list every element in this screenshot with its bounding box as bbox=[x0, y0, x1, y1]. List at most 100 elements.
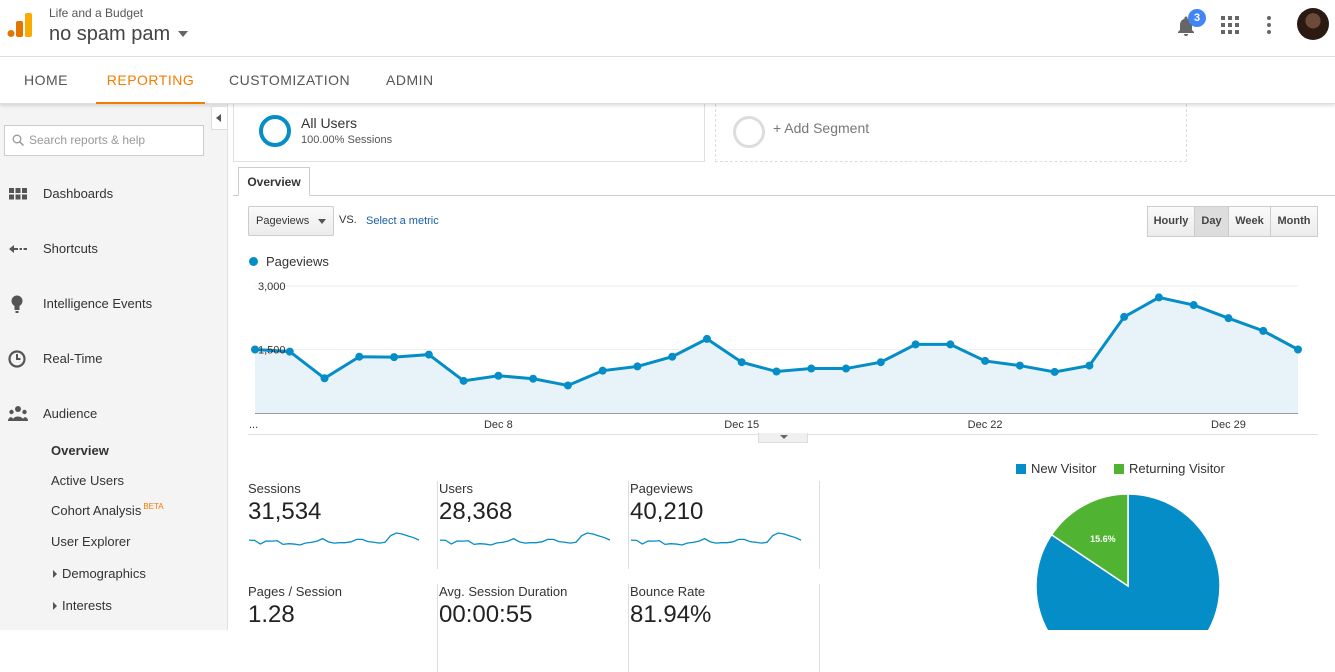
sidebar-subitem-demographics[interactable]: Demographics bbox=[53, 566, 146, 581]
x-tick-label: Dec 8 bbox=[484, 419, 513, 431]
metric-bounce-rate[interactable]: Bounce Rate 81.94% bbox=[630, 584, 820, 672]
cohort-label: Cohort Analysis bbox=[51, 503, 142, 518]
metric-value: 40,210 bbox=[630, 498, 704, 525]
data-point[interactable] bbox=[1085, 361, 1094, 370]
tab-admin[interactable]: ADMIN bbox=[386, 72, 434, 88]
data-point[interactable] bbox=[876, 358, 885, 367]
data-point[interactable] bbox=[1050, 367, 1059, 376]
pie-slice-returning-visitor[interactable] bbox=[1050, 493, 1129, 588]
data-point[interactable] bbox=[390, 353, 399, 362]
data-point[interactable] bbox=[633, 362, 642, 371]
data-point[interactable] bbox=[807, 364, 816, 373]
data-point[interactable] bbox=[981, 356, 990, 365]
sidebar-item-audience[interactable]: Audience bbox=[0, 402, 228, 426]
sidebar-subitem-active-users[interactable]: Active Users bbox=[51, 473, 124, 488]
data-point[interactable] bbox=[1154, 293, 1163, 302]
pageviews-chart[interactable]: 3,000 1,500... Dec 8 Dec 15 Dec 22 Dec 29 bbox=[243, 270, 1318, 435]
data-point[interactable] bbox=[251, 345, 259, 354]
data-point[interactable] bbox=[598, 366, 607, 375]
sidebar-item-shortcuts[interactable]: Shortcuts bbox=[0, 237, 228, 261]
granularity-day-button[interactable]: Day bbox=[1194, 206, 1229, 237]
shortcuts-icon bbox=[9, 245, 27, 253]
chevron-down-icon[interactable] bbox=[178, 31, 188, 37]
tab-customization[interactable]: CUSTOMIZATION bbox=[229, 72, 351, 88]
data-point[interactable] bbox=[702, 334, 711, 343]
data-point[interactable] bbox=[424, 350, 433, 359]
area-fill bbox=[255, 297, 1298, 413]
data-point[interactable] bbox=[355, 352, 364, 361]
metric-sessions[interactable]: Sessions 31,534 bbox=[248, 481, 438, 569]
metric-pageviews[interactable]: Pageviews 40,210 bbox=[630, 481, 820, 569]
data-point[interactable] bbox=[529, 374, 538, 383]
search-placeholder: Search reports & help bbox=[29, 133, 146, 147]
data-point[interactable] bbox=[842, 364, 851, 373]
lightbulb-icon bbox=[11, 295, 23, 313]
legend-label-pageviews: Pageviews bbox=[266, 254, 329, 269]
metric-value: 81.94% bbox=[630, 601, 712, 628]
analytics-logo-icon[interactable] bbox=[6, 11, 34, 39]
data-point[interactable] bbox=[563, 381, 572, 390]
data-point[interactable] bbox=[459, 376, 468, 385]
metric-value: 1.28 bbox=[248, 601, 295, 628]
reporting-nav: HOME REPORTING CUSTOMIZATION ADMIN bbox=[0, 57, 1335, 104]
sidebar-subitem-overview[interactable]: Overview bbox=[51, 443, 109, 458]
metric-pages-per-session[interactable]: Pages / Session 1.28 bbox=[248, 584, 438, 672]
select-a-metric-link[interactable]: Select a metric bbox=[366, 215, 439, 227]
legend-label: New Visitor bbox=[1031, 461, 1097, 476]
top-bar: Life and a Budget no spam pam 3 bbox=[0, 0, 1335, 57]
data-point[interactable] bbox=[1015, 361, 1024, 370]
pie-slice-new-visitor[interactable] bbox=[1035, 493, 1221, 630]
segment-all-users[interactable]: All Users 100.00% Sessions bbox=[233, 104, 705, 162]
metric-label: Pageviews bbox=[630, 481, 693, 496]
tab-home[interactable]: HOME bbox=[24, 72, 68, 88]
data-point[interactable] bbox=[911, 340, 920, 349]
tab-reporting[interactable]: REPORTING bbox=[96, 57, 205, 104]
data-point[interactable] bbox=[1259, 326, 1268, 335]
chevron-down-icon bbox=[318, 219, 326, 224]
data-point[interactable] bbox=[494, 371, 503, 380]
sidebar-item-label: Intelligence Events bbox=[43, 296, 153, 311]
sidebar bbox=[0, 104, 228, 630]
visitor-pie-chart[interactable]: 15.6% bbox=[1034, 492, 1224, 630]
metric-avg-session-duration[interactable]: Avg. Session Duration 00:00:55 bbox=[439, 584, 629, 672]
data-point[interactable] bbox=[1189, 301, 1198, 310]
vs-label: VS. bbox=[339, 214, 357, 226]
sidebar-item-real-time[interactable]: Real-Time bbox=[0, 347, 228, 371]
account-view-selector[interactable]: no spam pam bbox=[49, 23, 171, 45]
granularity-week-button[interactable]: Week bbox=[1228, 206, 1271, 237]
data-point[interactable] bbox=[1224, 314, 1233, 323]
user-avatar[interactable] bbox=[1297, 8, 1329, 40]
tab-overview[interactable]: Overview bbox=[238, 167, 310, 196]
data-point[interactable] bbox=[285, 347, 294, 356]
metric-label: Sessions bbox=[248, 481, 301, 496]
pie-legend-new-visitor[interactable]: New Visitor bbox=[1016, 461, 1097, 476]
sidebar-subitem-cohort-analysis[interactable]: Cohort Analysis BETA bbox=[51, 502, 164, 518]
segment-sessions: 100.00% Sessions bbox=[301, 134, 393, 146]
data-point[interactable] bbox=[946, 340, 955, 349]
search-reports-input[interactable]: Search reports & help bbox=[4, 125, 204, 156]
data-point[interactable] bbox=[1120, 312, 1129, 321]
sidebar-subitem-user-explorer[interactable]: User Explorer bbox=[51, 534, 131, 549]
metric-users[interactable]: Users 28,368 bbox=[439, 481, 629, 569]
people-icon bbox=[8, 406, 28, 421]
data-point[interactable] bbox=[1294, 345, 1302, 354]
apps-grid-icon[interactable] bbox=[1221, 16, 1239, 34]
sidebar-item-dashboards[interactable]: Dashboards bbox=[0, 182, 228, 206]
search-icon bbox=[12, 134, 24, 146]
sparkline-path bbox=[248, 532, 420, 546]
expand-chart-toggle[interactable] bbox=[758, 433, 808, 443]
demographics-label: Demographics bbox=[62, 566, 146, 581]
data-point[interactable] bbox=[320, 374, 329, 383]
granularity-month-button[interactable]: Month bbox=[1270, 206, 1318, 237]
data-point[interactable] bbox=[668, 352, 677, 361]
metric-select[interactable]: Pageviews bbox=[248, 206, 334, 236]
more-vert-icon[interactable] bbox=[1264, 15, 1274, 35]
collapse-sidebar-button[interactable] bbox=[211, 106, 228, 130]
pie-legend-returning-visitor[interactable]: Returning Visitor bbox=[1114, 461, 1225, 476]
granularity-hourly-button[interactable]: Hourly bbox=[1147, 206, 1195, 237]
add-segment-button[interactable]: + Add Segment bbox=[715, 104, 1187, 162]
data-point[interactable] bbox=[772, 367, 781, 376]
sidebar-subitem-interests[interactable]: Interests bbox=[53, 598, 112, 613]
data-point[interactable] bbox=[737, 358, 746, 367]
sidebar-item-intelligence-events[interactable]: Intelligence Events bbox=[0, 292, 228, 316]
